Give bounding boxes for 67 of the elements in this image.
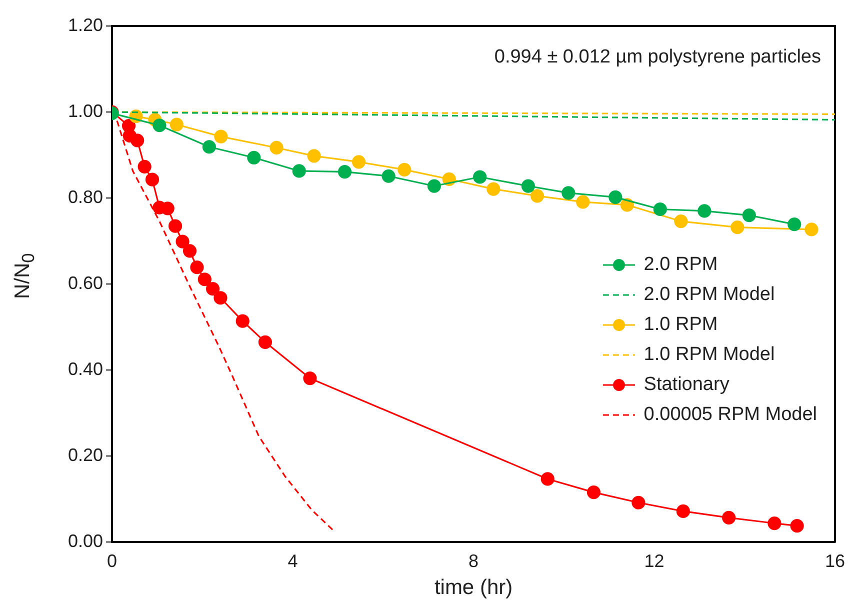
point: [214, 291, 228, 305]
point: [352, 155, 366, 169]
y-tick-label: 0.60: [68, 273, 104, 294]
x-axis-title: time (hr): [434, 576, 513, 600]
x-tick-label: 16: [824, 550, 846, 571]
point: [152, 118, 166, 132]
point: [338, 165, 352, 179]
y-tick-label: 1.20: [68, 14, 104, 35]
x-tick-label: 12: [644, 550, 664, 571]
point: [307, 149, 321, 163]
point: [486, 182, 500, 196]
y-tick-label: 0.40: [68, 359, 104, 380]
point: [540, 472, 554, 486]
point: [382, 169, 396, 183]
legend-label: 2.0 RPM: [644, 253, 718, 277]
point: [247, 150, 261, 164]
point: [182, 244, 197, 258]
point: [206, 282, 220, 296]
point: [608, 190, 622, 204]
point: [292, 164, 306, 178]
point: [653, 202, 667, 216]
point: [138, 160, 152, 174]
point: [674, 214, 688, 228]
y-tick-label: 1.00: [68, 101, 104, 121]
y-tick-label: 0.80: [68, 187, 104, 208]
legend-label: 1.0 RPM Model: [644, 343, 775, 367]
x-tick-label: 0: [107, 550, 118, 571]
point: [398, 162, 412, 176]
point: [473, 170, 487, 184]
point: [790, 519, 804, 533]
y-tick-label: 0.20: [68, 445, 104, 466]
point: [698, 204, 712, 218]
point: [576, 195, 590, 209]
point: [562, 186, 576, 200]
point: [530, 189, 544, 203]
legend-label: 0.00005 RPM Model: [644, 403, 817, 427]
annotation: 0.994 ± 0.012 µm polystyrene particles: [494, 46, 821, 68]
point: [788, 218, 802, 232]
point: [676, 504, 690, 518]
point: [168, 219, 182, 233]
legend-label: 2.0 RPM Model: [644, 283, 775, 307]
point: [202, 140, 216, 154]
point: [521, 179, 535, 193]
point: [258, 335, 272, 349]
x-tick-label: 8: [468, 550, 479, 571]
point: [586, 486, 601, 500]
y-tick-label: 0.00: [68, 531, 104, 552]
point: [768, 516, 782, 530]
point: [742, 208, 756, 222]
point: [303, 372, 317, 386]
point: [722, 510, 736, 524]
point: [190, 260, 204, 274]
point: [427, 179, 442, 193]
x-tick-label: 4: [288, 550, 298, 571]
point: [176, 234, 190, 248]
point: [170, 118, 184, 132]
point: [804, 222, 818, 236]
point: [214, 130, 228, 144]
point: [730, 220, 744, 234]
point: [236, 314, 250, 328]
point: [145, 172, 160, 186]
legend-label: 1.0 RPM: [644, 313, 718, 337]
point: [632, 496, 646, 510]
legend-label: Stationary: [644, 373, 730, 397]
point: [198, 272, 212, 286]
point: [270, 140, 284, 155]
point: [130, 134, 144, 148]
